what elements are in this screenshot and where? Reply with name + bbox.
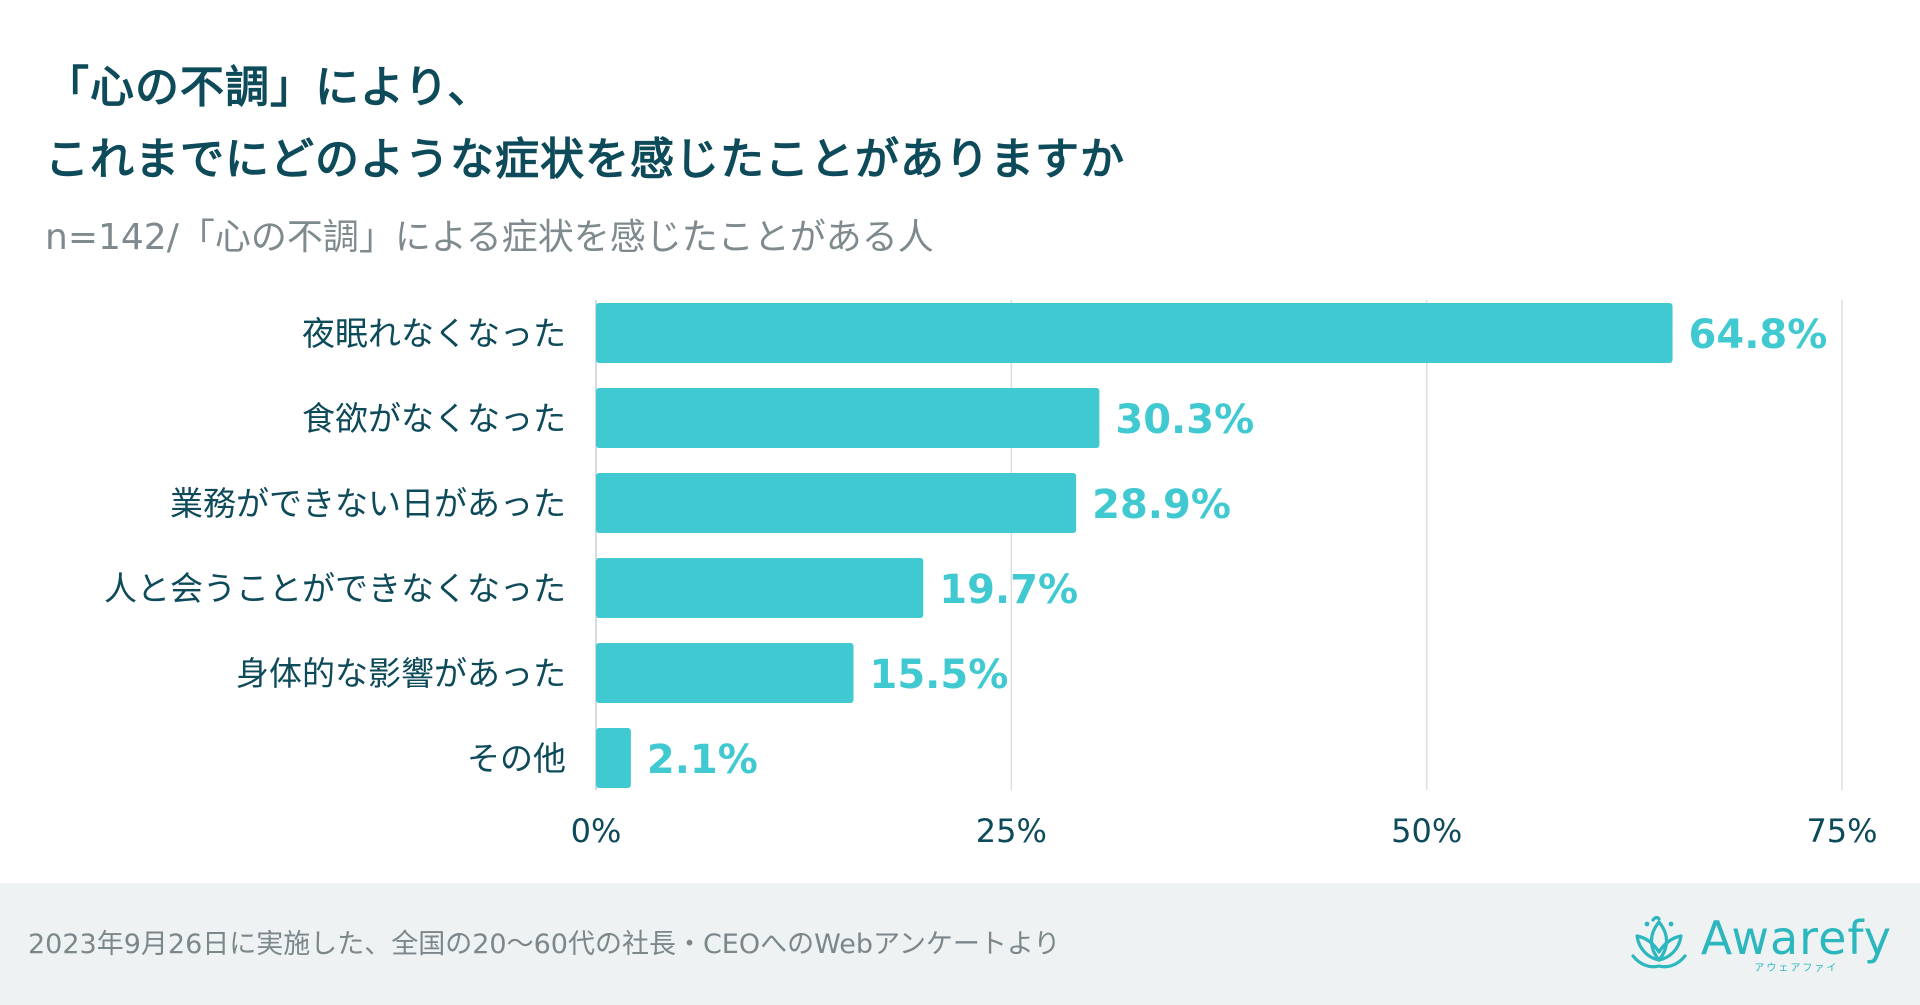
bar bbox=[596, 473, 1077, 533]
data-label: 30.3% bbox=[1115, 397, 1254, 443]
survey-note: 2023年9月26日に実施した、全国の20〜60代の社長・CEOへのWebアンケ… bbox=[28, 929, 1061, 960]
x-tick-label: 0% bbox=[571, 812, 622, 850]
title-line-1: 「心の不調」により、 bbox=[45, 62, 493, 113]
bar bbox=[596, 388, 1100, 448]
category-label: その他 bbox=[467, 739, 566, 778]
category-label: 人と会うことができなくなった bbox=[104, 569, 566, 608]
x-tick-label: 25% bbox=[976, 812, 1047, 850]
bar bbox=[596, 558, 924, 618]
category-label: 業務ができない日があった bbox=[170, 484, 566, 523]
category-label: 身体的な影響があった bbox=[236, 654, 566, 693]
brand-logo: Awarefy アウェアファイ bbox=[1627, 909, 1892, 979]
brand-name: Awarefy bbox=[1700, 911, 1892, 965]
x-tick-label: 75% bbox=[1806, 812, 1877, 850]
data-label: 64.8% bbox=[1689, 312, 1828, 358]
bar bbox=[596, 643, 854, 703]
category-label: 夜眠れなくなった bbox=[302, 314, 566, 353]
bar-chart: 0% 25% 50% 75% 夜眠れなくなった 64.8% 食欲がなくなった 30.3% 業務が… bbox=[104, 300, 1878, 850]
data-label: 15.5% bbox=[870, 652, 1009, 698]
data-label: 19.7% bbox=[939, 567, 1078, 613]
category-label: 食欲がなくなった bbox=[302, 399, 566, 438]
data-label: 28.9% bbox=[1092, 482, 1231, 528]
bar bbox=[596, 303, 1673, 363]
title-line-2: これまでにどのような症状を感じたことがありますか bbox=[45, 134, 1125, 185]
footer: 2023年9月26日に実施した、全国の20〜60代の社長・CEOへのWebアンケ… bbox=[0, 883, 1920, 1005]
bar bbox=[596, 728, 631, 788]
data-label: 2.1% bbox=[647, 737, 758, 783]
chart-subtitle: n=142/「心の不調」による症状を感じたことがある人 bbox=[45, 217, 934, 258]
lotus-logo-icon bbox=[1631, 916, 1687, 969]
brand-kana: アウェアファイ bbox=[1754, 963, 1839, 974]
x-tick-label: 50% bbox=[1391, 812, 1462, 850]
chart-title: 「心の不調」により、 これまでにどのような症状を感じたことがありますか bbox=[45, 52, 1125, 196]
